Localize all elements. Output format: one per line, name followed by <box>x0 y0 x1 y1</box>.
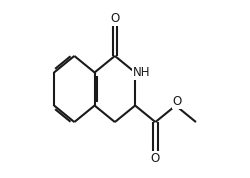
Text: O: O <box>173 95 182 108</box>
Text: NH: NH <box>133 66 150 79</box>
Text: O: O <box>151 152 160 165</box>
Text: O: O <box>110 12 120 25</box>
